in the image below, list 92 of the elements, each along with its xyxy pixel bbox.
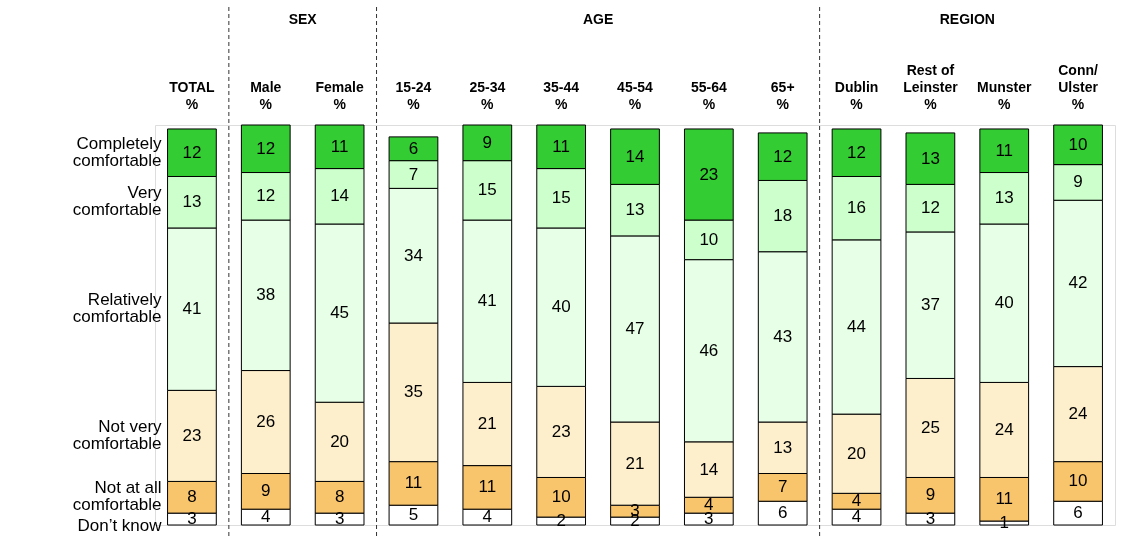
series-label: Not very comfortable: [72, 416, 163, 453]
text: AGE: [582, 11, 614, 27]
series-label: Don’t know: [77, 516, 163, 536]
data-label: 9: [1073, 172, 1083, 192]
data-label: 14: [330, 186, 350, 206]
data-label: 37: [920, 295, 940, 315]
data-label: 3: [925, 509, 936, 529]
data-label: 11: [478, 477, 497, 497]
x-tick-label: 15-24 %: [395, 79, 432, 112]
data-label: 3: [187, 509, 197, 529]
data-label: 23: [699, 164, 719, 184]
data-label: 9: [925, 485, 936, 505]
data-label: 23: [551, 421, 571, 441]
data-label: 20: [847, 443, 866, 463]
data-label: 16: [847, 198, 866, 218]
x-tick-label: Male %: [250, 79, 282, 112]
data-label: 18: [773, 206, 793, 226]
data-label: 8: [187, 487, 197, 507]
data-label: 10: [551, 487, 571, 507]
data-label: 6: [1073, 503, 1083, 523]
data-label: 12: [920, 198, 940, 218]
data-label: 12: [773, 146, 793, 166]
data-label: 20: [330, 431, 350, 451]
data-label: 41: [182, 299, 202, 319]
data-label: 46: [699, 340, 719, 360]
data-label: 7: [408, 164, 419, 184]
series-label: Not at all comfortable: [72, 478, 162, 515]
data-label: 7: [777, 477, 788, 497]
series-label: Very comfortable: [72, 183, 163, 220]
data-label: 13: [994, 188, 1014, 208]
data-label: 45: [330, 303, 350, 323]
x-tick-label: Dublin %: [834, 79, 879, 112]
data-label: 21: [477, 414, 497, 434]
data-label: 24: [994, 419, 1014, 439]
data-label: 12: [847, 142, 866, 162]
data-label: 6: [408, 138, 419, 158]
x-tick-label: 25-34 %: [469, 79, 506, 112]
data-label: 13: [625, 200, 645, 220]
data-label: 26: [256, 412, 276, 432]
data-label: 13: [773, 437, 793, 457]
series-label: Completely comfortable: [72, 133, 163, 170]
x-tick-label: Rest of Leinster %: [903, 62, 959, 112]
x-tick-label: Female %: [315, 79, 364, 112]
data-label: 47: [625, 318, 645, 338]
data-label: 40: [994, 293, 1014, 313]
data-label: 24: [1068, 404, 1088, 424]
x-tick-label: TOTAL %: [169, 79, 216, 112]
data-label: 13: [182, 192, 202, 212]
data-label: 5: [408, 505, 419, 525]
data-label: 12: [256, 138, 276, 158]
data-label: 41: [477, 291, 497, 311]
x-tick-label: Conn/ Ulster %: [1058, 62, 1099, 112]
series-label: Relatively comfortable: [72, 290, 163, 327]
data-label: 25: [920, 417, 940, 437]
data-label: 15: [477, 180, 497, 200]
data-label: 42: [1068, 273, 1088, 293]
x-tick-label: Munster %: [977, 79, 1032, 112]
data-label: 13: [920, 148, 940, 168]
data-label: 6: [777, 503, 788, 523]
data-label: 10: [1068, 471, 1088, 491]
data-label: 4: [482, 507, 493, 527]
data-label: 35: [404, 382, 423, 402]
data-label: 3: [334, 509, 345, 529]
data-label: 44: [847, 316, 866, 336]
data-label: 9: [482, 132, 493, 152]
data-label: 15: [551, 188, 571, 208]
data-label: 9: [261, 481, 271, 501]
data-label: 12: [256, 186, 276, 206]
data-label: 11: [552, 136, 570, 156]
text: REGION: [939, 11, 995, 27]
x-tick-label: 55-64 %: [690, 79, 727, 112]
data-label: 10: [1068, 134, 1088, 154]
data-label: 4: [261, 507, 271, 527]
data-label: 23: [182, 425, 202, 445]
data-label: 11: [995, 140, 1014, 160]
x-tick-label: 35-44 %: [543, 79, 580, 112]
data-label: 11: [995, 489, 1014, 509]
data-label: 14: [625, 146, 645, 166]
data-label: 11: [404, 473, 423, 493]
data-label: 12: [182, 142, 202, 162]
data-label: 11: [330, 136, 349, 156]
x-tick-label: 45-54 %: [617, 79, 654, 112]
x-tick-label: 65+ %: [770, 79, 795, 112]
data-label: 40: [551, 297, 571, 317]
data-label: 21: [625, 453, 645, 473]
text: SEX: [288, 11, 318, 27]
data-label: 8: [334, 487, 345, 507]
data-label: 34: [404, 245, 423, 265]
data-label: 43: [773, 326, 793, 346]
data-label: 10: [699, 229, 719, 249]
data-label: 38: [256, 285, 276, 305]
data-label: 14: [699, 459, 719, 479]
